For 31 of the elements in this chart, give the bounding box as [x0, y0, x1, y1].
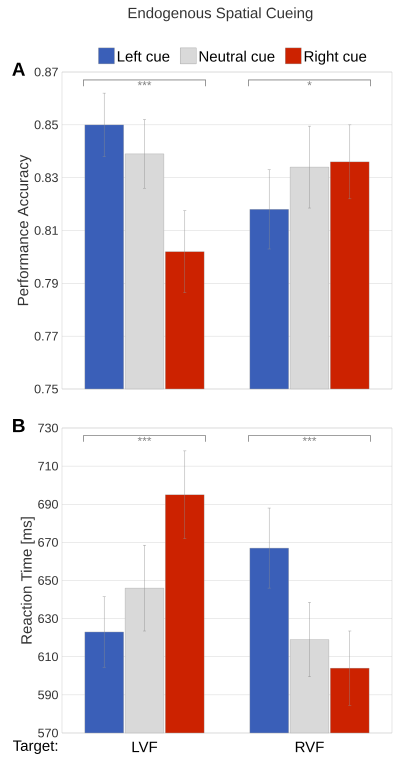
x-tick-label: LVF [132, 742, 158, 752]
y-tick-label: 0.83 [34, 173, 58, 182]
chart-title: Endogenous Spatial Cueing [128, 7, 312, 22]
y-tick-label: 610 [38, 652, 58, 662]
text: A [12, 62, 25, 76]
y-tick-label: 0.79 [34, 278, 58, 288]
annotation: * [307, 81, 312, 86]
legend-label: Left cue [118, 50, 170, 62]
annotation: *** [138, 436, 152, 442]
y-tick-label: 670 [38, 538, 58, 547]
y-tick-label: 650 [38, 576, 58, 585]
x-axis-title: Target: [13, 740, 58, 754]
y-tick-label: 0.81 [34, 226, 58, 235]
x-tick-label: RVF [296, 742, 324, 752]
y-tick-label: 0.87 [34, 68, 58, 76]
y-tick-label: 0.77 [34, 332, 58, 341]
y-axis-title: Performance Accuracy [17, 154, 32, 306]
text: B [13, 419, 25, 432]
y-tick-label: 0.85 [34, 120, 58, 130]
legend-label: Neutral cue [200, 50, 274, 62]
annotation: *** [138, 81, 152, 86]
y-tick-label: 710 [38, 462, 58, 471]
y-tick-label: 0.75 [34, 384, 58, 394]
y-axis-title: Reaction Time [ms] [20, 517, 35, 644]
y-tick-label: 570 [38, 728, 58, 738]
y-tick-label: 630 [38, 614, 58, 624]
legend-label: Right cue [304, 50, 366, 65]
annotation: *** [302, 436, 316, 442]
y-tick-label: 730 [38, 424, 58, 432]
y-tick-label: 690 [38, 500, 58, 509]
y-tick-label: 590 [38, 690, 58, 700]
